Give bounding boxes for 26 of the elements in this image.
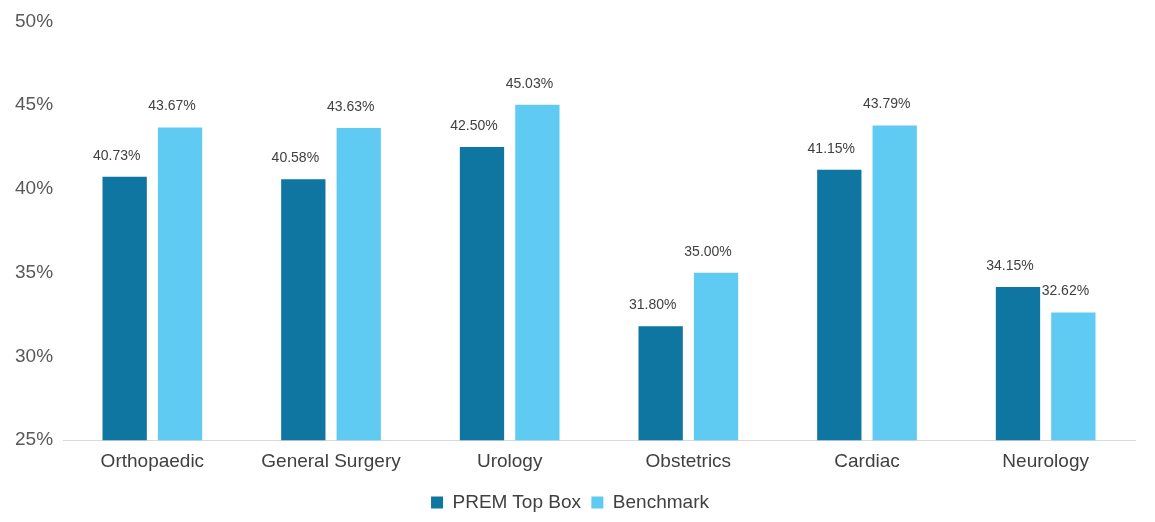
legend-label: PREM Top Box [452, 490, 582, 512]
x-tick-label: Neurology [1002, 449, 1090, 471]
data-label: 43.67% [148, 97, 196, 114]
y-tick-label: 45% [15, 93, 54, 115]
y-tick-label: 25% [15, 428, 54, 450]
x-tick-label: Orthopaedic [100, 449, 205, 471]
legend-label: Benchmark [612, 490, 710, 512]
y-tick-label: 35% [15, 260, 54, 282]
x-tick-label: General Surgery [261, 449, 402, 471]
x-tick-label: Urology [476, 449, 543, 471]
y-tick-label: 30% [15, 344, 54, 366]
data-label: 34.15% [986, 256, 1034, 273]
data-label: 40.73% [92, 146, 141, 163]
data-label: 40.58% [271, 149, 320, 166]
data-label: 45.03% [505, 74, 554, 91]
data-label: 43.79% [862, 95, 911, 112]
data-label: 31.80% [628, 296, 677, 313]
data-label: 42.50% [450, 116, 498, 133]
x-tick-label: Obstetrics [645, 449, 732, 471]
x-tick-label: Cardiac [834, 449, 900, 471]
data-label: 35.00% [684, 242, 732, 259]
y-tick-label: 50% [15, 9, 54, 31]
data-label: 41.15% [807, 139, 856, 156]
y-tick-label: 40% [15, 177, 54, 199]
data-label: 43.63% [326, 97, 375, 114]
data-label: 32.62% [1041, 282, 1090, 299]
